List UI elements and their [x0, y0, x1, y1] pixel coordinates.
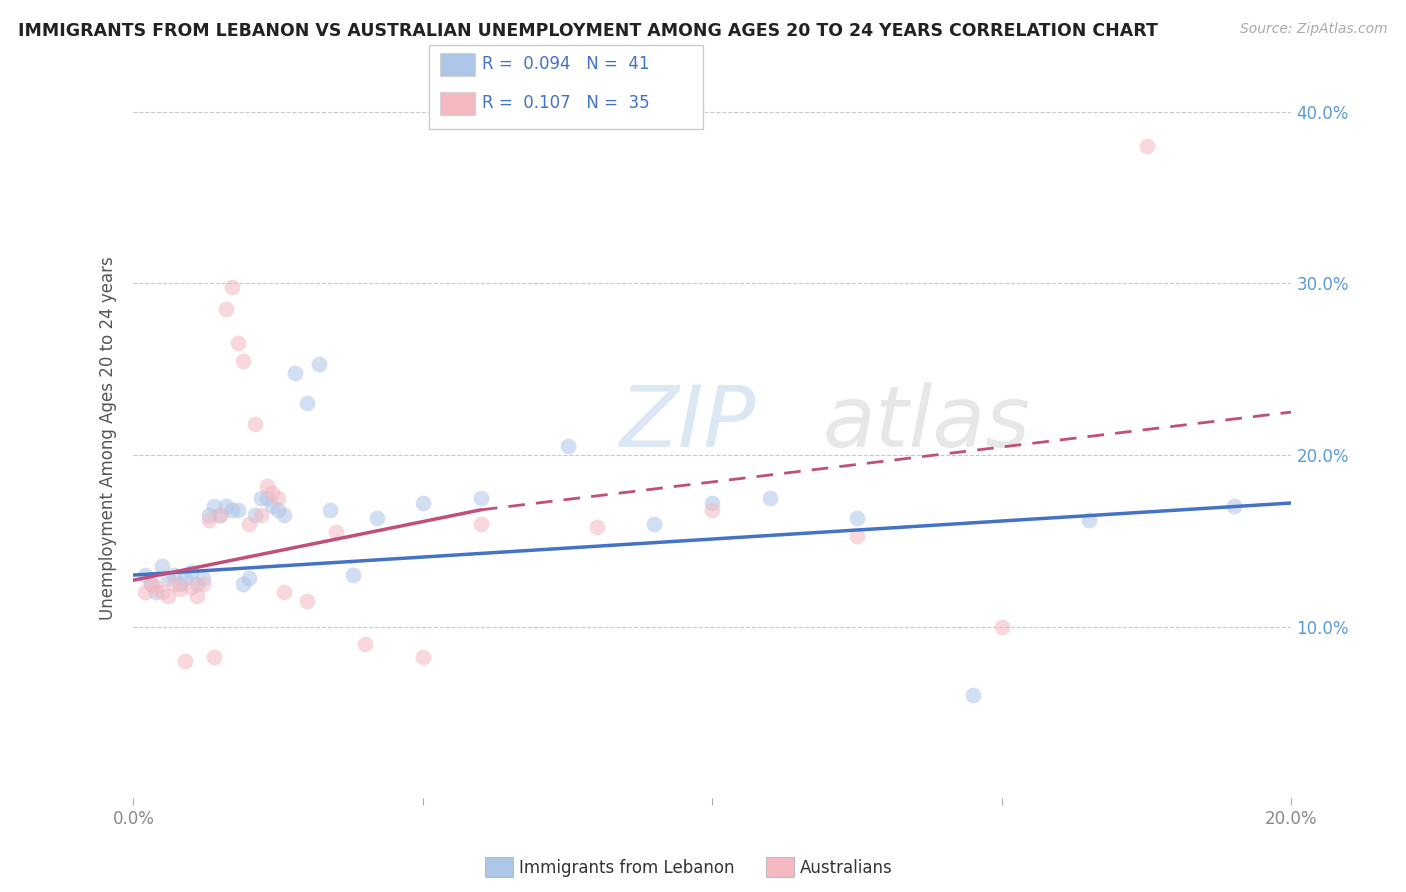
Point [197, 513, 219, 527]
Point [163, 576, 186, 591]
Point [243, 417, 266, 431]
Point [702, 496, 724, 510]
Point [202, 650, 225, 665]
Point [262, 485, 284, 500]
Point [180, 565, 202, 579]
Point [186, 589, 208, 603]
Point [232, 353, 254, 368]
Point [1077, 513, 1099, 527]
Point [342, 568, 364, 582]
Point [470, 491, 492, 505]
Point [209, 508, 232, 522]
Y-axis label: Unemployment Among Ages 20 to 24 years: Unemployment Among Ages 20 to 24 years [100, 256, 117, 620]
Point [157, 572, 180, 586]
Point [202, 500, 225, 514]
Point [962, 688, 984, 702]
Point [174, 654, 197, 668]
Point [319, 503, 342, 517]
Point [295, 594, 318, 608]
Point [163, 568, 186, 582]
Point [215, 302, 238, 317]
Text: R =  0.107   N =  35: R = 0.107 N = 35 [482, 95, 650, 112]
Point [150, 585, 173, 599]
Point [412, 650, 434, 665]
Point [249, 491, 271, 505]
Point [243, 508, 266, 522]
Text: IMMIGRANTS FROM LEBANON VS AUSTRALIAN UNEMPLOYMENT AMONG AGES 20 TO 24 YEARS COR: IMMIGRANTS FROM LEBANON VS AUSTRALIAN UN… [18, 22, 1159, 40]
Point [134, 568, 156, 582]
Point [1136, 139, 1159, 153]
Point [284, 366, 307, 380]
Point [232, 576, 254, 591]
Point [191, 576, 214, 591]
Point [169, 576, 191, 591]
Point [157, 589, 180, 603]
Point [226, 503, 249, 517]
Point [169, 582, 191, 596]
Text: Source: ZipAtlas.com: Source: ZipAtlas.com [1240, 22, 1388, 37]
Point [273, 585, 295, 599]
Text: ZIP: ZIP [620, 382, 756, 465]
Point [221, 280, 243, 294]
Point [249, 508, 271, 522]
Point [846, 511, 869, 525]
Point [366, 511, 388, 525]
Point [308, 357, 330, 371]
Point [238, 516, 260, 531]
Point [354, 637, 377, 651]
Point [256, 479, 278, 493]
Text: Immigrants from Lebanon: Immigrants from Lebanon [519, 859, 734, 877]
Point [267, 503, 290, 517]
Point [221, 503, 243, 517]
Point [145, 580, 167, 594]
Point [215, 500, 238, 514]
Point [412, 496, 434, 510]
Point [702, 503, 724, 517]
Point [759, 491, 782, 505]
Point [180, 580, 202, 594]
Point [470, 516, 492, 531]
Point [139, 576, 162, 591]
Point [262, 500, 284, 514]
Point [991, 619, 1014, 633]
Point [585, 520, 607, 534]
Point [325, 525, 347, 540]
Point [134, 585, 156, 599]
Point [1222, 500, 1244, 514]
Text: Australians: Australians [800, 859, 893, 877]
Point [145, 585, 167, 599]
Point [643, 516, 665, 531]
Point [557, 439, 579, 453]
Point [139, 576, 162, 591]
Point [295, 396, 318, 410]
Point [174, 572, 197, 586]
Point [238, 572, 260, 586]
Point [191, 572, 214, 586]
Point [273, 508, 295, 522]
Point [186, 576, 208, 591]
Point [226, 336, 249, 351]
Point [197, 508, 219, 522]
Point [267, 491, 290, 505]
Point [256, 491, 278, 505]
Point [846, 528, 869, 542]
Point [209, 508, 232, 522]
Text: R =  0.094   N =  41: R = 0.094 N = 41 [482, 55, 650, 73]
Text: atlas: atlas [823, 382, 1031, 465]
Point [150, 559, 173, 574]
